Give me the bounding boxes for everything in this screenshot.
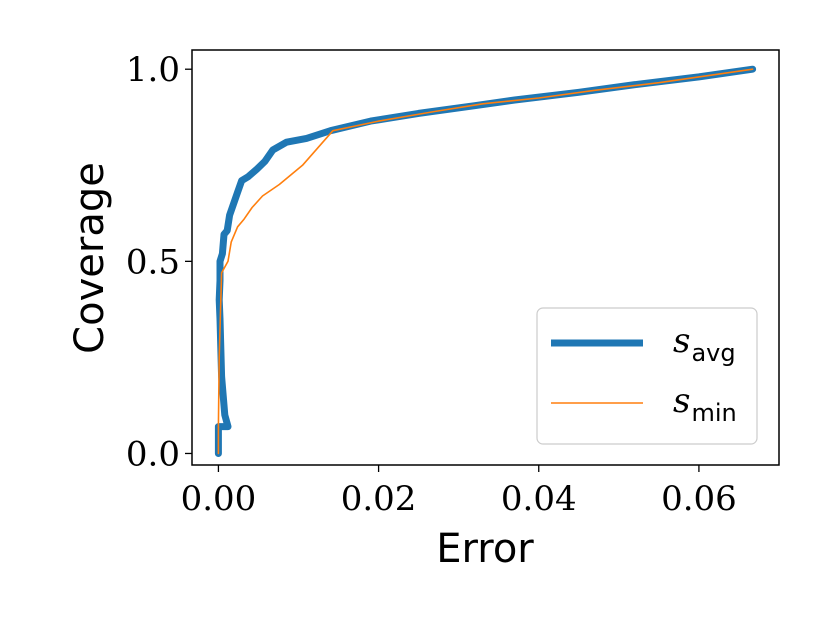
- plot-frame: [191, 49, 780, 466]
- legend: savg smin: [536, 307, 758, 445]
- plot-area: [214, 65, 757, 457]
- y-tick-label: 0.0: [126, 434, 180, 474]
- x-axis-ticks: 0.00 0.02 0.04 0.06: [181, 465, 737, 519]
- x-axis-label: Error: [436, 526, 534, 572]
- legend-label-avg-base: s: [673, 321, 690, 361]
- y-axis-ticks: 0.0 0.5 1.0: [126, 50, 192, 474]
- y-axis-label: Coverage: [67, 162, 113, 354]
- legend-label-avg-sub: avg: [691, 339, 735, 367]
- x-tick-label: 0.00: [181, 479, 257, 519]
- legend-label-min: smin: [673, 381, 737, 427]
- y-tick-label: 0.5: [126, 242, 180, 282]
- x-tick-label: 0.02: [341, 479, 417, 519]
- legend-label-avg: savg: [673, 321, 736, 367]
- x-tick-label: 0.04: [501, 479, 577, 519]
- series-line-min: [217, 68, 754, 455]
- legend-label-min-base: s: [673, 381, 690, 421]
- series-layer: [214, 65, 757, 457]
- legend-label-min-sub: min: [691, 399, 736, 427]
- y-tick-label: 1.0: [126, 50, 180, 90]
- x-tick-label: 0.06: [661, 479, 737, 519]
